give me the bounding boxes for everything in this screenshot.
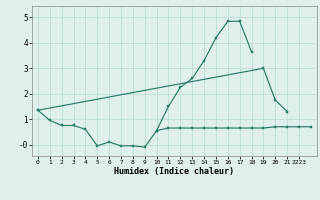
X-axis label: Humidex (Indice chaleur): Humidex (Indice chaleur) <box>115 167 234 176</box>
